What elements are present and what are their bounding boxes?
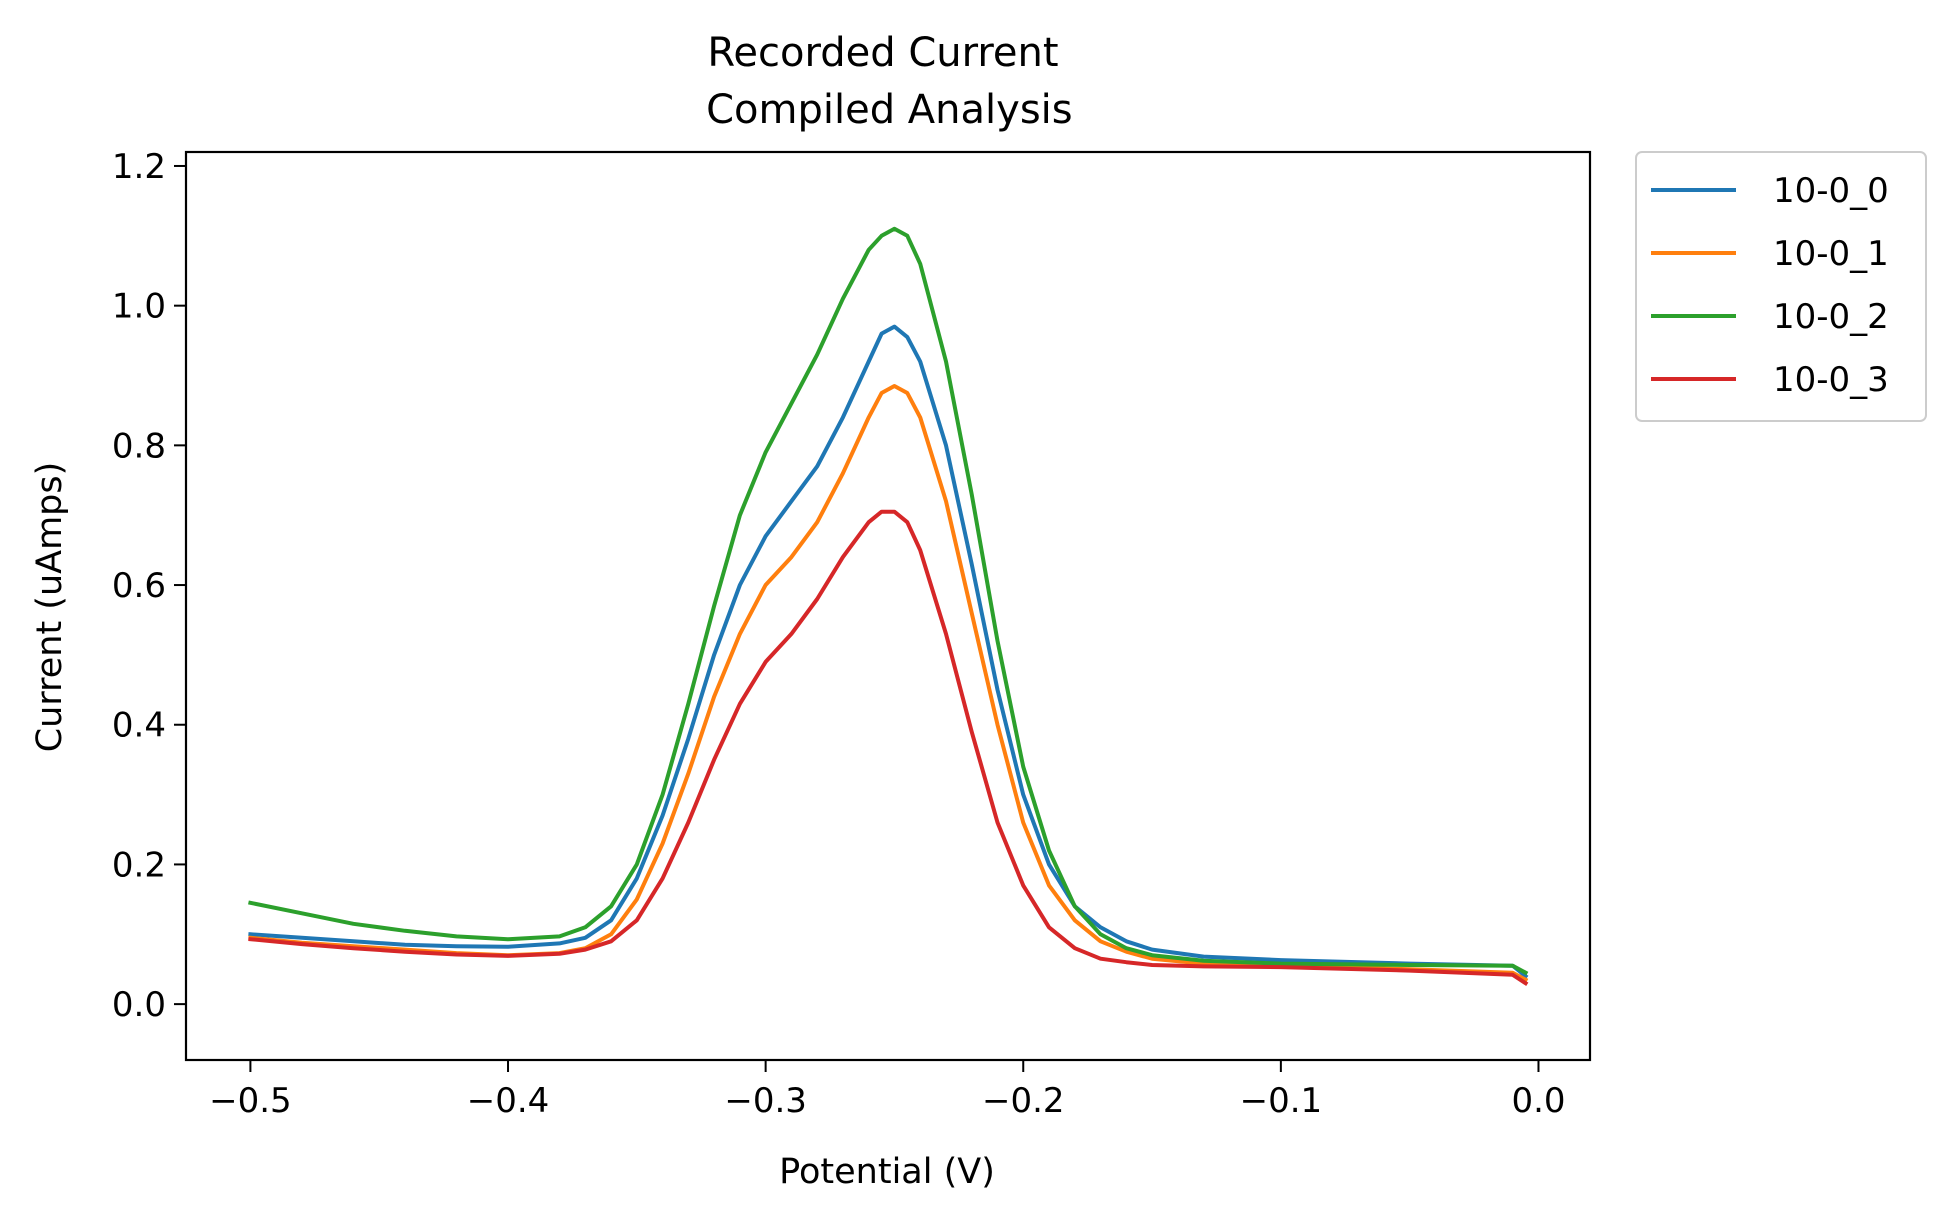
legend-label: 10-0_1 (1773, 234, 1889, 274)
x-tick-label: −0.3 (724, 1081, 807, 1121)
y-tick-label: 0.2 (112, 845, 166, 885)
series-line-10-0_3 (248, 509, 1529, 986)
plot-frame (184, 150, 1592, 1062)
y-tick-label: 1.0 (112, 287, 166, 327)
series-line-10-0_2 (248, 226, 1529, 976)
y-tick-label: 0.0 (112, 985, 166, 1025)
x-tick-label: −0.5 (209, 1081, 292, 1121)
legend-label: 10-0_3 (1773, 360, 1889, 400)
x-axis: −0.5 −0.4 −0.3 −0.2 −0.1 0.0 (209, 1060, 1566, 1121)
legend-label: 10-0_0 (1773, 171, 1889, 211)
x-tick-label: −0.4 (467, 1081, 550, 1121)
x-tick-label: −0.1 (1240, 1081, 1323, 1121)
y-axis-label: Current (uAmps) (30, 462, 70, 753)
chart-title-line-1: Recorded Current (707, 30, 1058, 76)
y-tick-label: 0.8 (112, 426, 166, 466)
chart-title-line-2: Compiled Analysis (693, 87, 1072, 133)
series-line-10-0_0 (248, 324, 1529, 980)
x-tick-label: −0.2 (982, 1081, 1065, 1121)
chart-title: Recorded Current Compiled Analysis (693, 30, 1072, 133)
legend-label: 10-0_2 (1773, 297, 1889, 337)
series-layer (248, 226, 1529, 986)
legend-box (1635, 151, 1927, 422)
plot-area (184, 150, 1592, 1062)
x-axis-label: Potential (V) (779, 1152, 995, 1192)
y-axis: 0.0 0.2 0.4 0.6 0.8 1.0 1.2 (112, 147, 186, 1025)
y-tick-label: 1.2 (112, 147, 166, 187)
legend: 10-0_0 10-0_1 10-0_2 10-0_3 (1635, 151, 1927, 422)
y-tick-label: 0.6 (112, 566, 166, 606)
y-tick-label: 0.4 (112, 706, 166, 746)
x-tick-label: 0.0 (1511, 1081, 1565, 1121)
